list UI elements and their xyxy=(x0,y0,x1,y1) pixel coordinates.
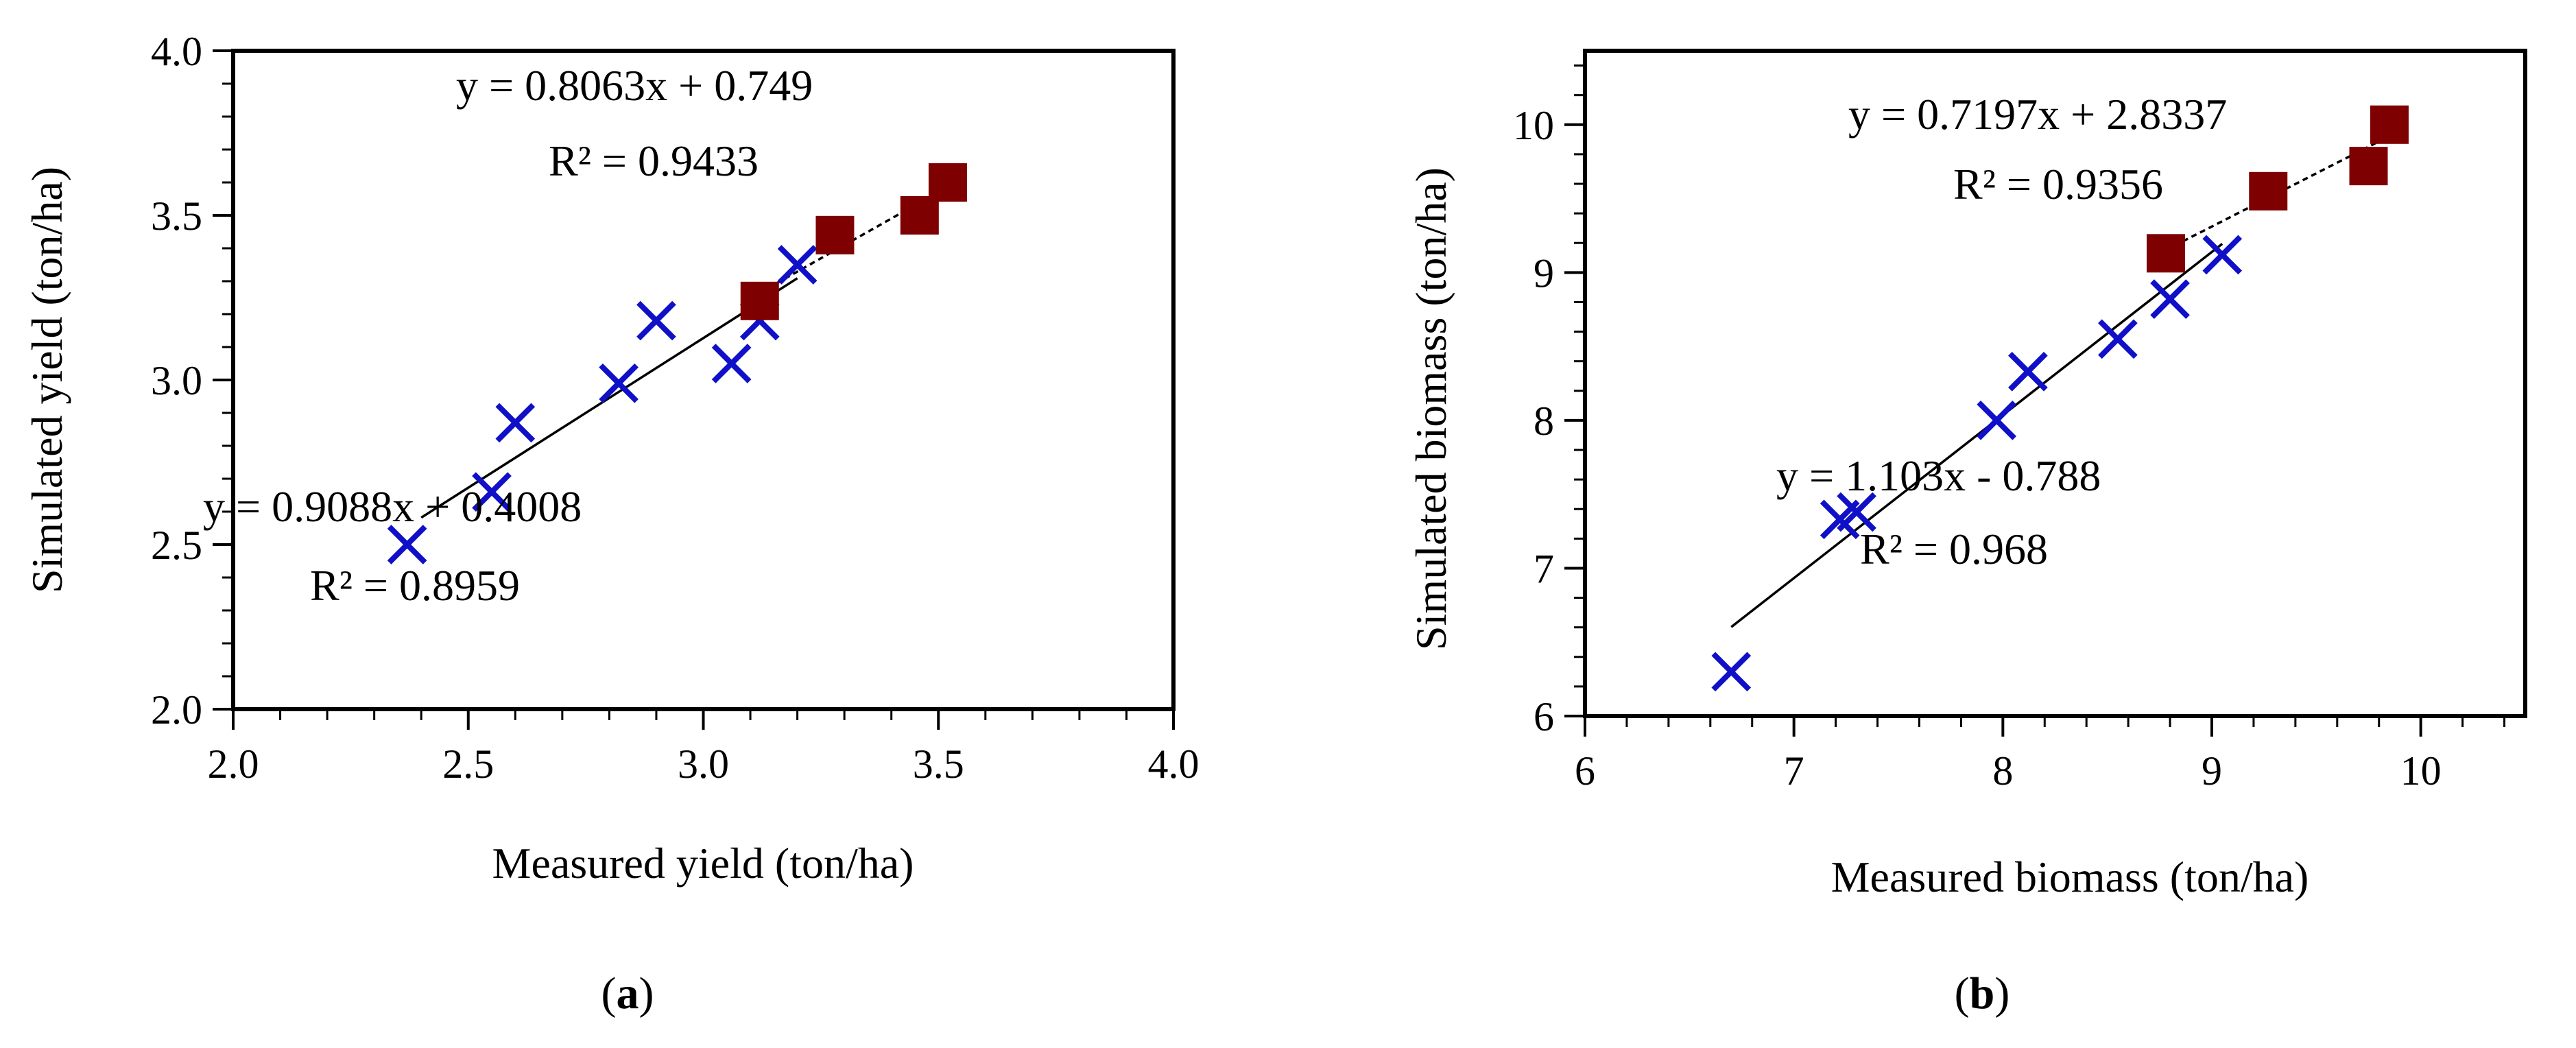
cross-stroke xyxy=(2098,319,2138,359)
x-tick-label: 4.0 xyxy=(1148,741,1200,787)
cross-stroke xyxy=(2202,235,2243,275)
y-tick-label: 4.0 xyxy=(151,29,202,74)
cross-point xyxy=(777,245,818,285)
cross-stroke xyxy=(599,363,639,403)
square-point xyxy=(2249,171,2288,211)
square-point xyxy=(2146,234,2185,273)
cross-stroke xyxy=(495,403,536,443)
cross-stroke xyxy=(1711,652,1752,692)
y-tick-label: 3.0 xyxy=(151,358,202,403)
cross-point xyxy=(636,300,676,341)
cross-stroke xyxy=(387,525,427,564)
cross-point xyxy=(599,363,639,403)
y-tick-label: 7 xyxy=(1534,546,1554,591)
cross-stroke xyxy=(636,300,676,341)
cross-point xyxy=(1977,401,2017,440)
cross-point xyxy=(1837,492,1876,532)
data-points xyxy=(387,163,967,564)
trendlines xyxy=(1730,134,2390,628)
y-tick-label: 6 xyxy=(1534,694,1554,739)
cross-fit-r2: R² = 0.968 xyxy=(1860,525,2048,573)
square-fit-r2: R² = 0.9433 xyxy=(549,136,759,185)
square-point xyxy=(815,215,855,254)
data-points xyxy=(1711,105,2409,692)
trendlines xyxy=(420,185,949,519)
y-tick-label: 2.5 xyxy=(151,523,202,568)
square-fit-equation: y = 0.7197x + 2.8337 xyxy=(1848,90,2227,139)
y-tick-label: 3.5 xyxy=(151,193,202,239)
x-tick-label: 3.0 xyxy=(678,741,729,787)
cross-point xyxy=(711,344,752,383)
cross-point xyxy=(2202,235,2243,275)
square-fit-r2: R² = 0.9356 xyxy=(1953,160,2163,209)
x-axis-title: Measured yield (ton/ha) xyxy=(492,839,914,888)
y-ticks: 6 7 8 9 10 xyxy=(1513,64,1585,739)
y-axis-title: Simulated yield (ton/ha) xyxy=(23,167,71,593)
panel-letter: a xyxy=(617,968,639,1019)
cross-stroke xyxy=(711,344,752,383)
panel-label-b: (b) xyxy=(1955,968,2010,1019)
cross-point xyxy=(1711,652,1752,692)
square-point xyxy=(2349,147,2388,186)
cross-stroke xyxy=(1977,401,2017,440)
x-ticks: 6 7 8 9 10 xyxy=(1575,716,2506,794)
square-point xyxy=(740,281,779,320)
x-tick-label: 6 xyxy=(1575,748,1595,794)
cross-point xyxy=(2150,279,2190,319)
x-tick-label: 7 xyxy=(1784,748,1804,794)
cross-point xyxy=(495,403,536,443)
cross-fit-equation: y = 1.103x - 0.788 xyxy=(1776,451,2101,500)
cross-fit-equation: y = 0.9088x + 0.4008 xyxy=(203,482,582,531)
x-tick-label: 9 xyxy=(2202,748,2222,794)
cross-point xyxy=(2098,319,2138,359)
x-tick-label: 2.5 xyxy=(442,741,494,787)
x-tick-label: 3.5 xyxy=(913,741,964,787)
square-point xyxy=(928,163,967,202)
panel-label-a: (a) xyxy=(601,968,654,1019)
cross-stroke xyxy=(2150,279,2190,319)
cross-point xyxy=(2008,351,2048,392)
square-point xyxy=(900,196,939,235)
y-tick-label: 10 xyxy=(1513,103,1554,148)
x-tick-label: 10 xyxy=(2400,748,2442,794)
y-tick-label: 2.0 xyxy=(151,687,202,733)
x-ticks: 2.0 2.5 3.0 3.5 4.0 xyxy=(208,709,1200,787)
plot-frame xyxy=(1583,49,2527,718)
panel-a: 2.0 2.5 3.0 3.5 4.0 2.0 2.5 3.0 3.5 4.0 Measured… xyxy=(23,29,1200,1019)
x-tick-label: 8 xyxy=(1992,748,2013,794)
y-axis-title: Simulated biomass (ton/ha) xyxy=(1407,167,1455,650)
cross-stroke xyxy=(1837,492,1876,532)
square-fit-equation: y = 0.8063x + 0.749 xyxy=(456,61,813,110)
panel-letter: b xyxy=(1970,968,1995,1019)
cross-point xyxy=(472,472,512,512)
cross-stroke xyxy=(777,245,818,285)
x-axis-title: Measured biomass (ton/ha) xyxy=(1831,853,2309,901)
cross-stroke xyxy=(2008,351,2048,392)
cross-stroke xyxy=(472,472,512,512)
x-tick-label: 2.0 xyxy=(208,741,259,787)
trendline-cross-fit xyxy=(420,277,798,519)
cross-point xyxy=(387,525,427,564)
y-tick-label: 8 xyxy=(1534,398,1554,444)
y-tick-label: 9 xyxy=(1534,250,1554,296)
y-ticks: 2.0 2.5 3.0 3.5 4.0 xyxy=(151,29,233,733)
cross-fit-r2: R² = 0.8959 xyxy=(310,561,520,610)
trendline-cross-fit xyxy=(1730,243,2223,628)
square-point xyxy=(2370,105,2409,144)
